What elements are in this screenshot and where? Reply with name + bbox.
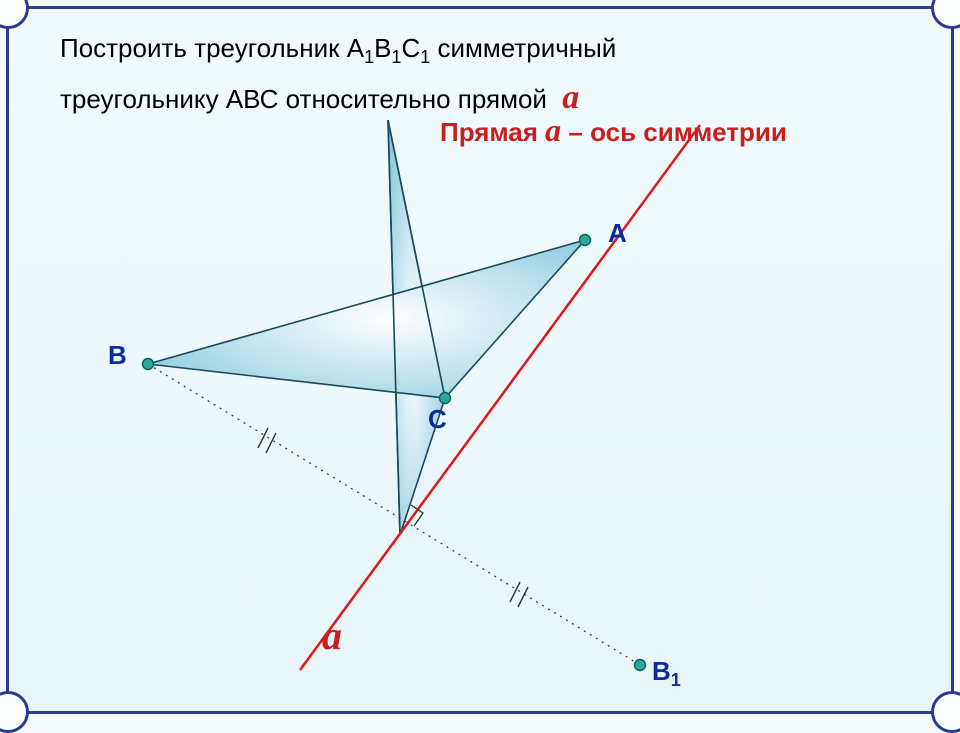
label-b1: В1 [652, 656, 681, 691]
triangle-abc [148, 240, 585, 398]
point-b [143, 359, 154, 370]
point-c [440, 393, 451, 404]
point-a [580, 235, 591, 246]
axis-line [300, 125, 700, 670]
label-line-a: a [322, 612, 342, 659]
geometry-diagram [0, 0, 960, 720]
tick-marks-left [258, 428, 276, 453]
perpendicular-bb1 [148, 364, 640, 665]
label-b1-main: В [652, 656, 671, 686]
point-b1 [635, 660, 646, 671]
label-c: С [428, 404, 447, 435]
label-b1-sub: 1 [671, 670, 681, 690]
label-a: А [608, 218, 627, 249]
label-b: В [108, 340, 127, 371]
